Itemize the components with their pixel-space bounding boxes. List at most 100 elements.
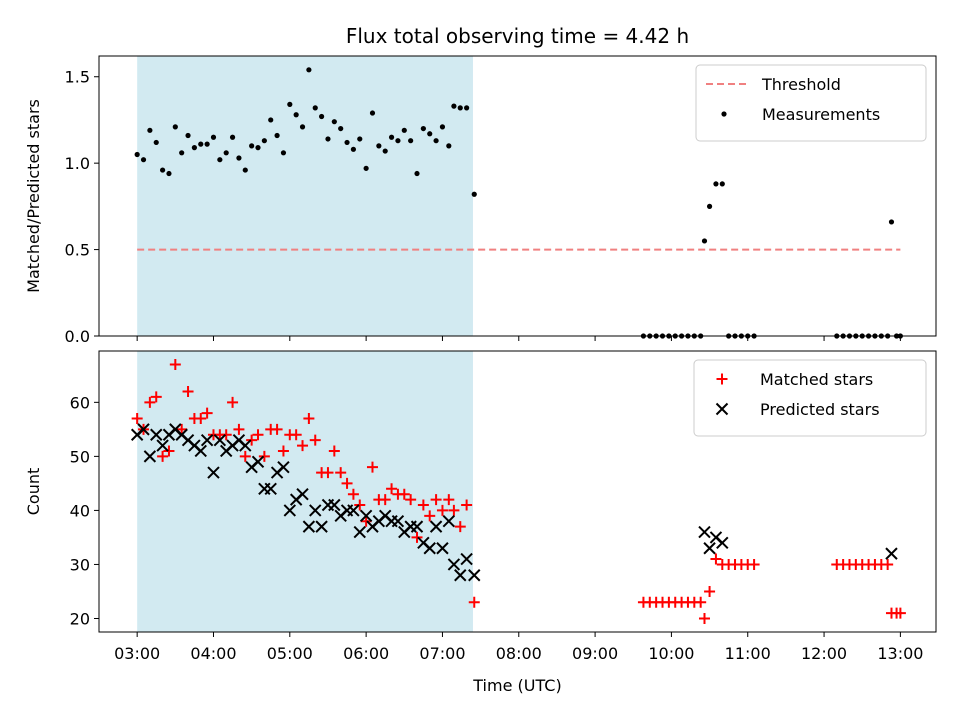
matched-star-marker — [303, 413, 315, 425]
measurement-point — [363, 165, 369, 171]
predicted-star-marker — [194, 444, 207, 458]
measurement-point — [261, 138, 267, 144]
measurement-point — [229, 134, 236, 140]
predicted-star-marker — [213, 433, 227, 447]
measurement-point — [217, 157, 223, 163]
matched-star-marker — [386, 483, 398, 495]
measurement-point — [268, 117, 274, 123]
matched-star-marker — [144, 396, 156, 408]
measurement-point — [457, 105, 463, 111]
measurement-point — [439, 124, 446, 130]
matched-star-marker — [150, 391, 162, 403]
measurement-point — [179, 150, 185, 156]
matched-star-marker — [233, 423, 245, 435]
matched-star-marker — [271, 423, 283, 435]
legend-entry-label: Threshold — [761, 75, 841, 94]
x-tick-label: 09:00 — [572, 644, 618, 663]
measurement-point — [312, 105, 318, 111]
measurement-point — [382, 148, 388, 154]
matched-star-marker — [354, 499, 366, 511]
predicted-star-marker — [353, 525, 366, 539]
predicted-star-marker — [239, 439, 252, 452]
predicted-star-marker — [277, 460, 290, 474]
predicted-star-marker — [315, 520, 328, 533]
y-axis-label: Count — [24, 468, 43, 516]
matched-star-marker — [698, 612, 710, 624]
measurement-point — [369, 110, 376, 116]
matched-star-marker — [417, 499, 429, 511]
predicted-star-marker — [156, 439, 169, 452]
axes-frame — [98, 350, 937, 633]
matched-star-marker — [448, 504, 460, 516]
y-tick-label: 1.0 — [65, 154, 90, 173]
matched-star-marker — [443, 494, 455, 506]
measurement-point — [395, 138, 401, 144]
predicted-star-marker — [442, 515, 456, 528]
measurement-point — [325, 136, 331, 142]
predicted-star-marker — [716, 536, 729, 550]
measurement-point — [344, 139, 350, 146]
matched-star-marker — [882, 558, 894, 570]
predicted-star-marker — [703, 542, 716, 555]
measurement-point — [299, 124, 306, 130]
legend-box — [693, 359, 927, 437]
matched-star-marker — [169, 359, 181, 371]
measurement-point — [153, 139, 159, 146]
measurement-point — [287, 101, 293, 107]
predicted-star-marker — [347, 504, 360, 517]
measurement-point — [280, 150, 287, 156]
predicted-star-marker — [885, 547, 898, 560]
x-tick-label: 08:00 — [496, 644, 542, 663]
chart-title: Flux total observing time = 4.42 h — [346, 24, 689, 48]
y-axis-label: Matched/Predicted stars — [24, 99, 43, 293]
matched-star-marker — [411, 531, 423, 543]
x-tick-label: 05:00 — [267, 644, 313, 663]
measurement-point — [414, 170, 420, 177]
measurement-point — [427, 131, 433, 137]
matched-star-marker — [424, 510, 436, 522]
matched-star-marker — [328, 445, 340, 457]
matched-star-marker — [157, 450, 169, 462]
predicted-star-marker — [460, 552, 473, 566]
y-tick-label: 30 — [70, 555, 90, 574]
predicted-star-marker — [251, 455, 265, 468]
predicted-star-marker — [302, 520, 316, 533]
predicted-star-marker — [698, 525, 711, 539]
x-tick-label: 12:00 — [801, 644, 847, 663]
matched-star-marker — [347, 488, 359, 500]
measurement-point — [706, 203, 713, 209]
matched-star-marker — [290, 429, 302, 441]
measurement-point — [713, 181, 719, 187]
measurement-point — [204, 141, 210, 147]
predicted-star-marker — [359, 509, 373, 523]
legend-box — [695, 64, 927, 142]
matched-star-marker — [360, 515, 372, 527]
measurement-point — [471, 191, 477, 197]
y-tick-label: 0.5 — [65, 241, 90, 260]
measurement-point — [433, 138, 439, 144]
matched-star-marker — [461, 499, 473, 511]
measurement-point — [210, 134, 217, 140]
predicted-star-marker — [207, 466, 220, 479]
predicted-star-marker — [468, 569, 481, 582]
measurement-point — [357, 136, 363, 142]
y-tick-label: 20 — [70, 609, 90, 628]
matched-star-marker — [246, 434, 258, 446]
x-axis-label: Time (UTC) — [472, 676, 561, 695]
measurement-point — [306, 67, 312, 73]
predicted-star-marker — [328, 498, 341, 512]
y-tick-label: 60 — [70, 393, 90, 412]
predicted-star-marker — [137, 423, 150, 436]
x-tick-label: 07:00 — [419, 644, 465, 663]
predicted-star-marker — [309, 504, 322, 517]
matched-star-marker — [195, 413, 207, 425]
matched-star-marker — [322, 467, 334, 479]
predicted-star-marker — [150, 428, 163, 441]
predicted-star-marker — [200, 433, 214, 447]
y-tick-label: 50 — [70, 447, 90, 466]
measurement-point — [242, 167, 248, 173]
measurement-point — [338, 125, 344, 132]
x-tick-label: 06:00 — [343, 644, 389, 663]
predicted-star-marker — [264, 482, 277, 496]
